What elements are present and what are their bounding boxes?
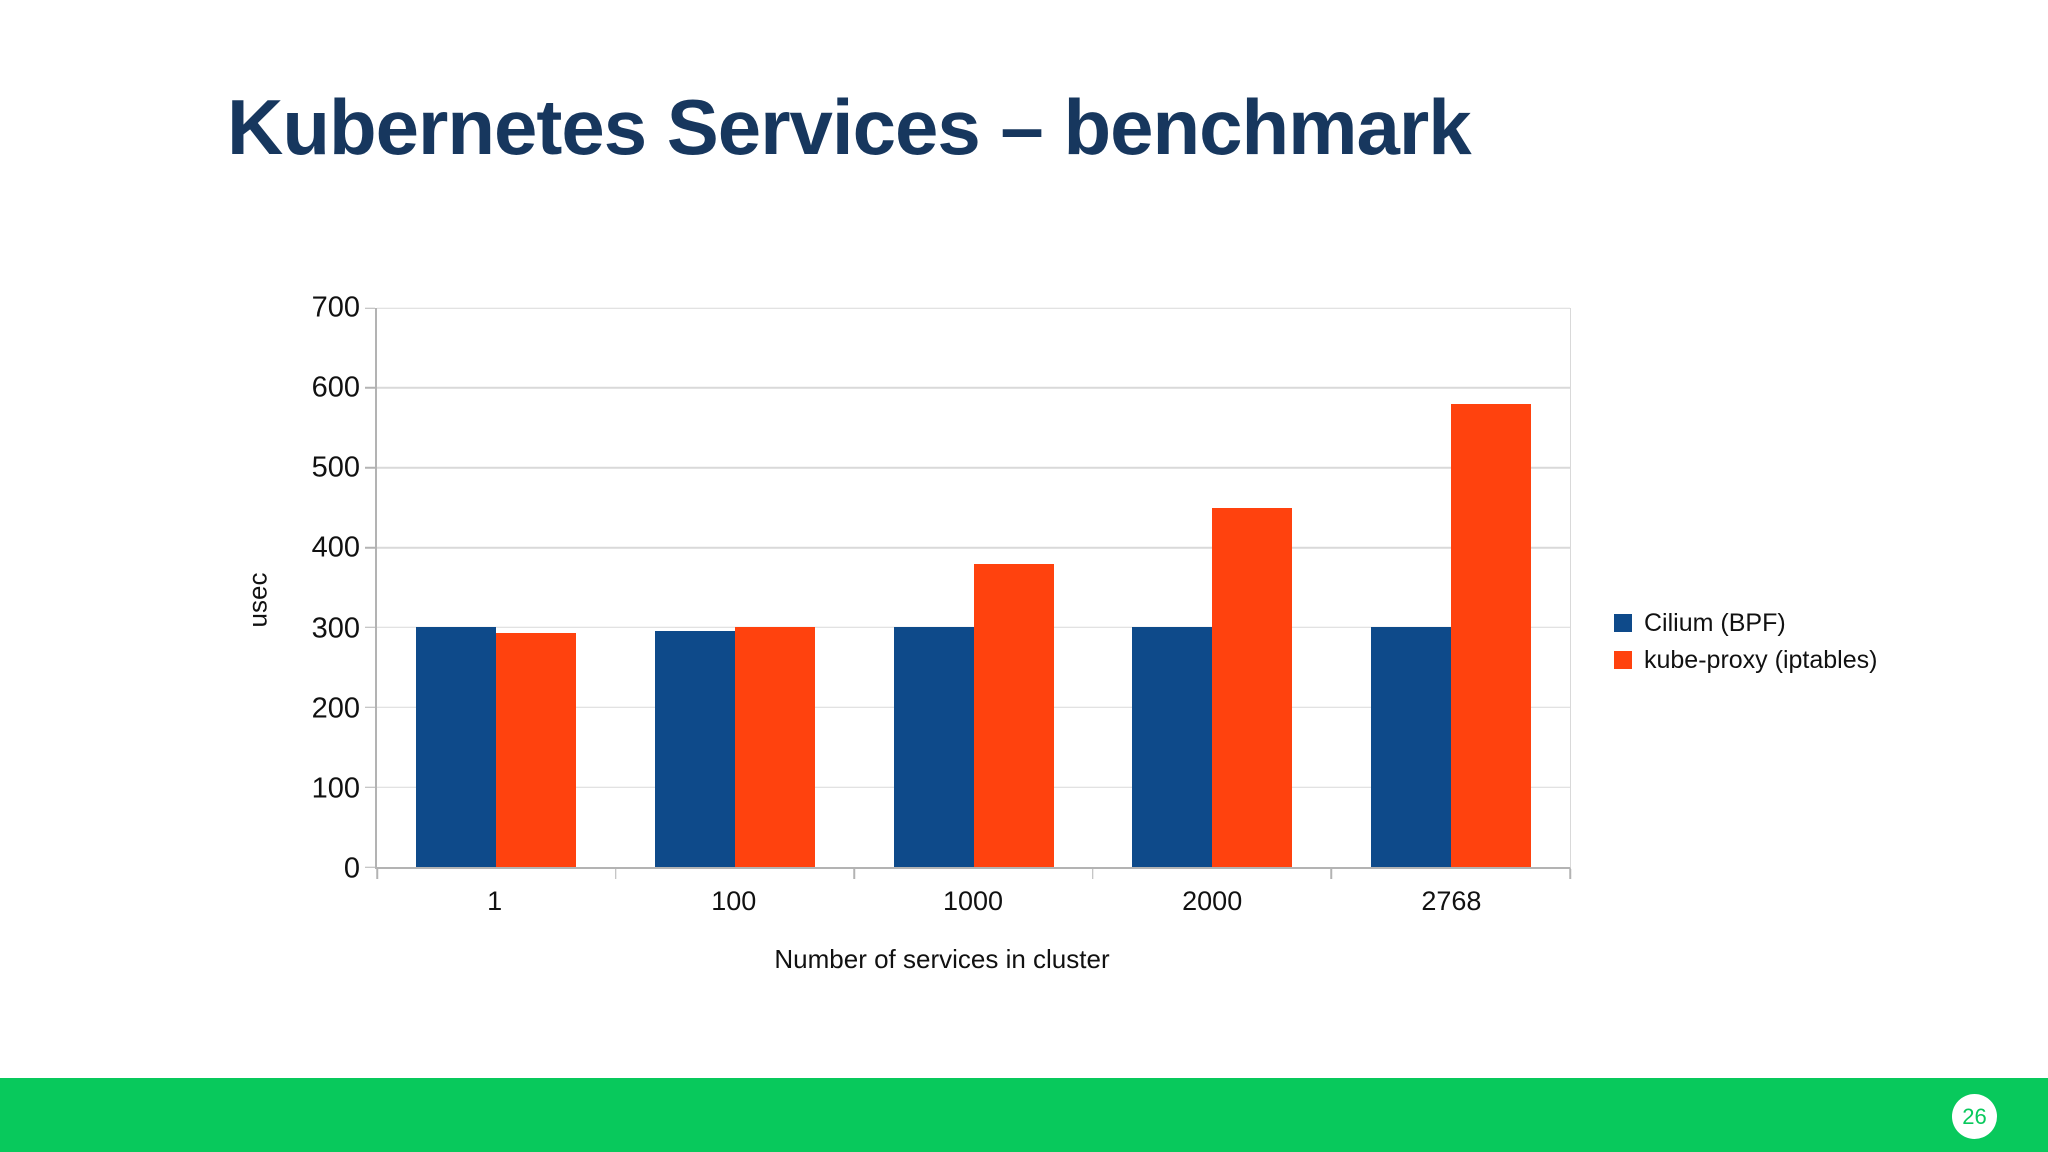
- bar-cilium-bpf-2000: [1132, 627, 1213, 867]
- x-axis-title: Number of services in cluster: [774, 944, 1110, 974]
- y-axis-labels: 0 100 200 300 400 500 600 700: [0, 293, 360, 883]
- y-axis-tick: [365, 866, 375, 868]
- x-axis-label: 100: [711, 886, 757, 916]
- chart-legend: Cilium (BPF) kube-proxy (iptables): [1614, 610, 1877, 674]
- x-axis-tick: [1092, 869, 1094, 879]
- bar-kube-proxy-iptables-1: [496, 633, 577, 867]
- x-axis-label: 2000: [1182, 886, 1243, 916]
- x-axis-label: 1: [487, 886, 503, 916]
- x-axis-label: 2768: [1421, 886, 1482, 916]
- legend-swatch-icon: [1614, 614, 1632, 633]
- bar-cilium-bpf-1: [416, 627, 497, 867]
- x-axis-tick: [1330, 869, 1333, 879]
- legend-swatch-icon: [1614, 651, 1632, 670]
- bar-kube-proxy-iptables-2768: [1450, 403, 1531, 867]
- y-axis-tick: [365, 466, 375, 469]
- y-axis-label: 400: [311, 531, 360, 564]
- y-axis-label: 500: [311, 451, 360, 484]
- x-axis-tick: [614, 869, 617, 879]
- gridline: [377, 387, 1570, 389]
- y-axis-tick: [365, 786, 375, 788]
- page-number-badge: 26: [1952, 1094, 1997, 1139]
- legend-item: kube-proxy (iptables): [1614, 646, 1878, 675]
- y-axis-label: 300: [311, 612, 360, 645]
- gridline: [377, 546, 1570, 549]
- y-axis-label: 700: [311, 291, 360, 324]
- bar-cilium-bpf-2768: [1370, 627, 1451, 867]
- legend-item: Cilium (BPF): [1614, 610, 1877, 636]
- y-axis-tick: [365, 626, 375, 629]
- legend-label: kube-proxy (iptables): [1644, 646, 1878, 675]
- bar-kube-proxy-iptables-1000: [973, 563, 1054, 867]
- bar-cilium-bpf-100: [654, 631, 735, 867]
- x-axis-tick: [853, 869, 855, 879]
- bar-cilium-bpf-1000: [893, 627, 974, 867]
- gridline: [377, 466, 1570, 469]
- footer-bar: 26: [0, 1078, 2048, 1152]
- y-axis-tick: [365, 307, 375, 309]
- x-axis-tick: [1569, 869, 1571, 879]
- y-axis-tick: [365, 387, 375, 389]
- y-axis-label: 0: [343, 852, 360, 885]
- legend-label: Cilium (BPF): [1644, 609, 1786, 637]
- bar-kube-proxy-iptables-2000: [1212, 507, 1293, 867]
- y-axis-tick: [365, 546, 375, 549]
- x-axis-labels: 1 100 1000 2000 2768: [375, 888, 1571, 928]
- y-axis-tick: [365, 706, 375, 709]
- y-axis-label: 200: [311, 692, 360, 725]
- slide-title: Kubernetes Services – benchmark: [227, 83, 1472, 171]
- gridline: [377, 307, 1570, 309]
- x-axis-tick: [376, 869, 378, 879]
- x-axis-label: 1000: [942, 886, 1004, 916]
- bar-kube-proxy-iptables-100: [734, 627, 815, 867]
- y-axis-label: 600: [311, 371, 360, 404]
- y-axis-label: 100: [311, 772, 360, 805]
- plot-area: [365, 307, 1571, 879]
